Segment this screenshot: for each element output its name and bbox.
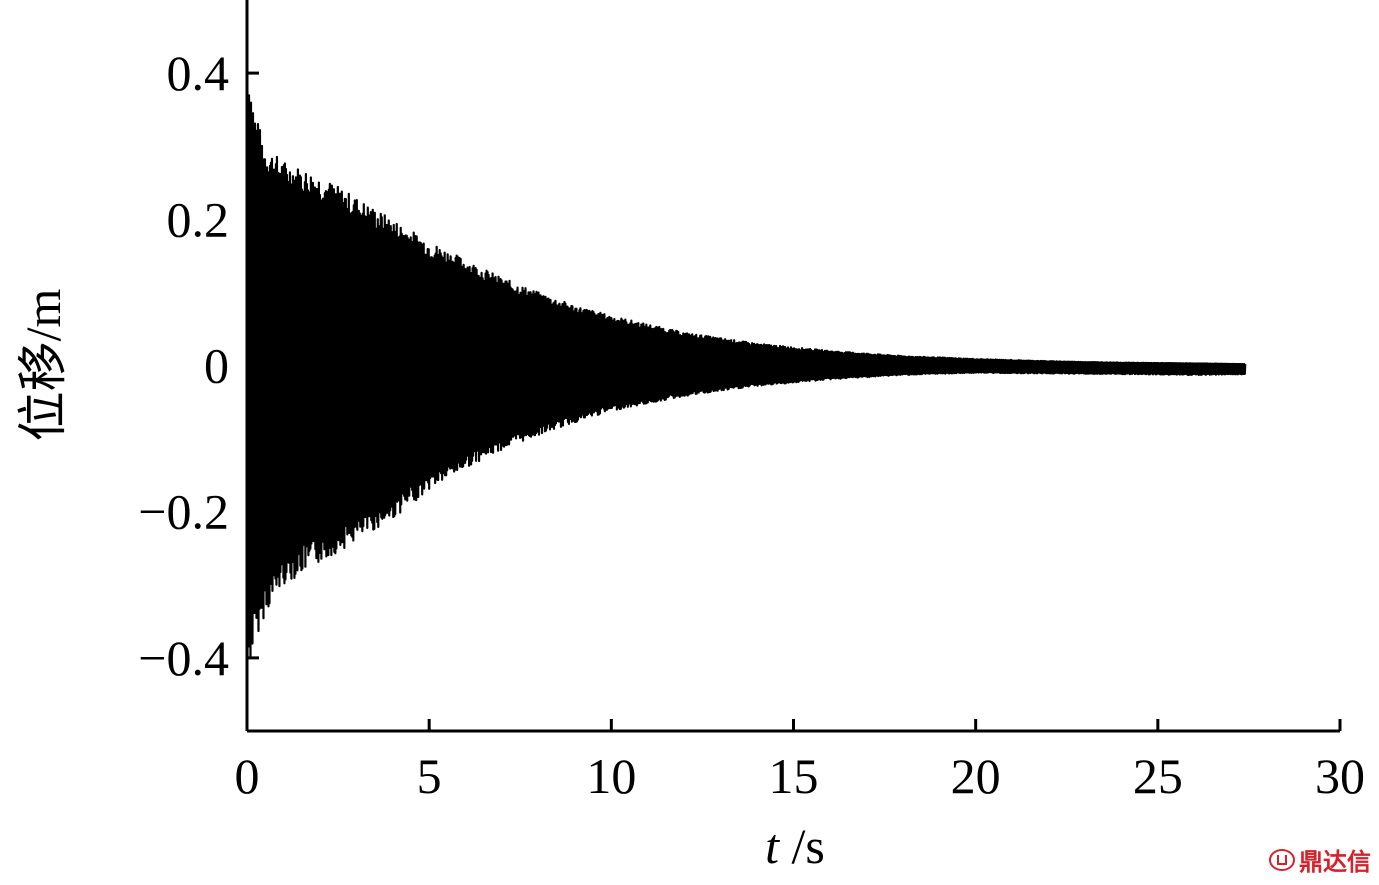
x-tick-label: 15 — [769, 748, 819, 804]
y-tick-label: −0.4 — [138, 630, 229, 686]
x-tick-label: 10 — [586, 748, 636, 804]
x-tick-label: 25 — [1133, 748, 1183, 804]
y-tick-label: 0.2 — [167, 191, 230, 247]
y-tick-label: 0 — [204, 338, 229, 394]
watermark: 鼎达信 — [1269, 842, 1371, 877]
x-tick-label: 20 — [951, 748, 1001, 804]
y-axis-ticks: 0.4 0.2 0 −0.2 −0.4 — [138, 45, 259, 686]
x-axis-ticks: 0 5 10 15 20 25 30 — [235, 719, 1365, 804]
displacement-line — [245, 80, 1247, 660]
x-tick-label: 5 — [417, 748, 442, 804]
y-tick-label: −0.2 — [138, 484, 229, 540]
x-axis-unit: /s — [779, 818, 825, 874]
displacement-series — [245, 80, 1247, 660]
y-axis-title: 位移/m — [15, 289, 71, 442]
x-tick-label: 0 — [235, 748, 260, 804]
x-axis-title: t /s — [765, 818, 825, 874]
dingdaxin-logo-icon — [1269, 848, 1295, 871]
watermark-text: 鼎达信 — [1299, 848, 1371, 876]
x-axis-variable: t — [765, 818, 780, 874]
y-tick-label: 0.4 — [167, 45, 230, 101]
x-tick-label: 30 — [1315, 748, 1365, 804]
